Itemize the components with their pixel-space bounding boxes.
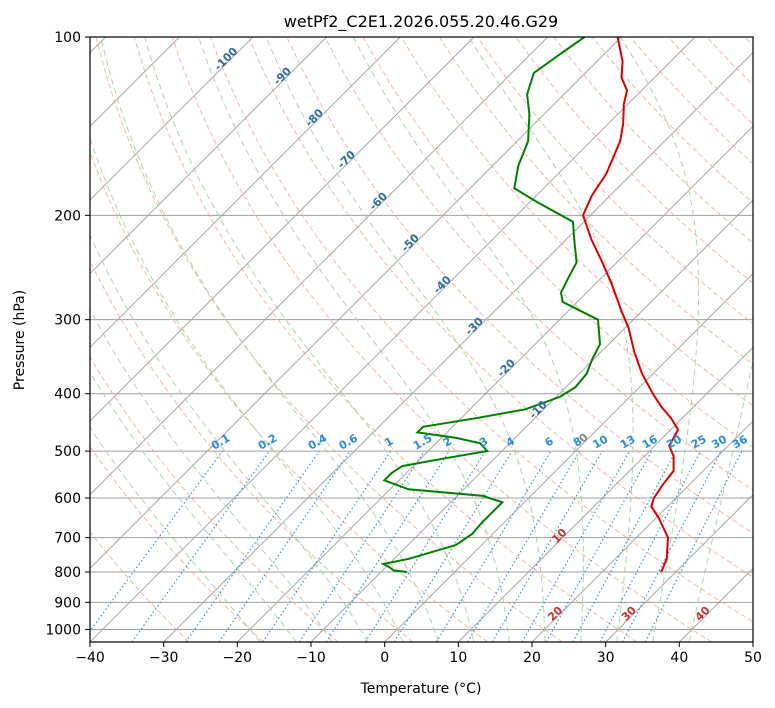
dry-adiabat-line bbox=[438, 37, 753, 366]
dry-adiabat-line bbox=[90, 150, 488, 642]
profile-lines bbox=[380, 37, 680, 573]
moist-adiabat-line bbox=[353, 37, 584, 642]
mixing-ratio-line bbox=[545, 450, 653, 642]
y-tick-label: 700 bbox=[54, 531, 81, 547]
isotherm-line bbox=[90, 37, 254, 201]
dry-adiabat-line bbox=[90, 531, 190, 642]
dry-adiabat-line bbox=[95, 37, 563, 642]
dry-adiabat-line bbox=[324, 37, 753, 491]
mixing-ratio-line bbox=[185, 450, 320, 642]
moist-adiabat-line bbox=[144, 37, 475, 642]
y-tick-label: 400 bbox=[54, 387, 81, 403]
moist-adiabat-line bbox=[265, 37, 546, 642]
background-lines bbox=[90, 37, 753, 642]
y-tick-label: 100 bbox=[54, 30, 81, 46]
moist-adiabat-line bbox=[100, 37, 439, 642]
y-tick-label: 800 bbox=[54, 565, 81, 581]
isotherm-line bbox=[531, 420, 753, 642]
x-tick-label: 30 bbox=[597, 650, 615, 666]
dry-adiabat-line bbox=[171, 37, 712, 642]
x-tick-label: −20 bbox=[223, 650, 253, 666]
mixing-ratio-line bbox=[435, 450, 552, 642]
dry-adiabat-line bbox=[90, 445, 264, 642]
moist-adiabat-line bbox=[90, 136, 404, 642]
mixing-ratio-line bbox=[491, 450, 603, 642]
dewpoint-profile-line bbox=[380, 37, 602, 573]
mixing-ratio-line bbox=[218, 450, 351, 642]
dry-adiabat-line bbox=[210, 37, 753, 623]
moist-adiabat-line bbox=[620, 37, 700, 642]
x-tick-label: 0 bbox=[380, 650, 389, 666]
moist-adiabat-line bbox=[90, 308, 333, 642]
x-tick-label: 50 bbox=[744, 650, 762, 666]
mixing-ratio-line bbox=[572, 450, 677, 642]
plot-frame bbox=[89, 36, 754, 643]
mixing-ratio-line bbox=[467, 450, 580, 642]
moist-adiabat-line bbox=[688, 358, 753, 642]
x-tick-label: −10 bbox=[296, 650, 326, 666]
isotherm-line bbox=[90, 37, 401, 348]
moist-adiabat-line bbox=[198, 37, 510, 642]
isotherm-line bbox=[237, 125, 753, 642]
y-tick-label: 300 bbox=[54, 313, 81, 329]
x-tick-label: −40 bbox=[75, 650, 105, 666]
isotherm-line bbox=[90, 37, 475, 422]
isotherm-line bbox=[458, 346, 753, 642]
dry-adiabat-line bbox=[90, 356, 339, 642]
x-tick-label: −30 bbox=[149, 650, 179, 666]
y-tick-label: 900 bbox=[54, 595, 81, 611]
y-tick-label: 500 bbox=[54, 444, 81, 460]
moist-adiabat-line bbox=[90, 233, 369, 642]
isotherm-line bbox=[605, 494, 753, 642]
isotherm-line bbox=[90, 37, 622, 569]
isotherm-line bbox=[384, 273, 753, 642]
y-axis-title: Pressure (hPa) bbox=[12, 290, 28, 390]
axes: −40 −30 −20 −10 0 10 20 30 40 50 100 200 300 400 500 60… bbox=[45, 30, 762, 666]
y-tick-label: 600 bbox=[54, 491, 81, 507]
mixing-ratio-line bbox=[521, 450, 630, 642]
dry-adiabat-line bbox=[400, 37, 753, 407]
isotherm-line bbox=[90, 37, 548, 496]
x-tick-label: 40 bbox=[670, 650, 688, 666]
x-tick-label: 10 bbox=[449, 650, 467, 666]
mixing-ratio-line bbox=[364, 450, 486, 642]
mixing-ratio-line bbox=[325, 450, 450, 642]
isotherm-line bbox=[90, 37, 696, 642]
dry-adiabat-line bbox=[248, 37, 753, 578]
moist-adiabat-line bbox=[90, 371, 297, 642]
y-tick-label: 200 bbox=[54, 208, 81, 224]
dry-adiabat-line bbox=[515, 37, 753, 284]
temperature-profile-line bbox=[581, 37, 680, 573]
isotherm-line bbox=[163, 52, 753, 642]
y-tick-label: 1000 bbox=[45, 622, 81, 638]
moist-adiabat-line bbox=[90, 426, 261, 642]
chart-title: wetPf2_C2E1.2026.055.20.46.G29 bbox=[284, 12, 558, 32]
isotherm-line bbox=[90, 37, 327, 275]
x-tick-label: 20 bbox=[523, 650, 541, 666]
dry-adiabat-line bbox=[90, 259, 414, 642]
dry-adiabat-line bbox=[133, 37, 638, 642]
x-axis-title: Temperature (°C) bbox=[360, 681, 482, 697]
